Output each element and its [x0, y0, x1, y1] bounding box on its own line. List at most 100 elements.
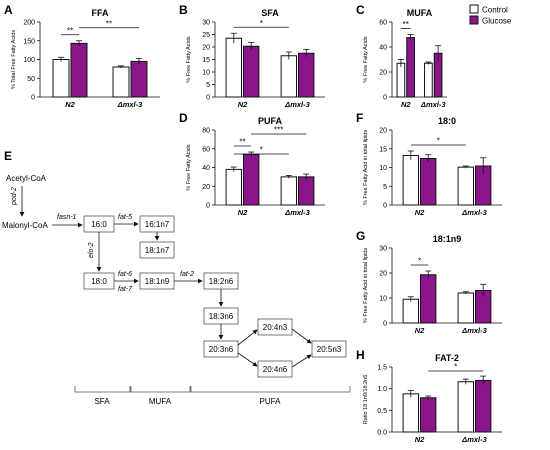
y-tick-label-d-3: 60 [202, 146, 210, 153]
y-tick-label-h-1: 0.5 [377, 408, 387, 415]
bar-b-control-1 [280, 55, 298, 98]
x-tick-label-h-1: Δmxl-3 [461, 435, 487, 444]
bar-f-control-1 [457, 166, 475, 206]
y-tick-label-a-2: 100 [23, 57, 35, 64]
bar-d-control-1 [280, 176, 298, 206]
legend-swatch-glucose [469, 15, 479, 25]
y-tick-label-d-4: 80 [202, 128, 210, 135]
node-20-4n3-label: 20:4n3 [263, 323, 288, 332]
arrow-20-4n6-20-5n3 [291, 354, 312, 368]
y-axis-label-b: % Free Fatty Acids [186, 36, 192, 82]
sig-label-c-0: ** [403, 20, 409, 29]
y-tick-label-g-0: 0 [383, 321, 387, 328]
panel-title-d: PUFA [258, 116, 283, 126]
node-20-4n6 [257, 360, 293, 378]
bar-h-control-0 [402, 393, 420, 433]
bar-a-glucose-0 [70, 42, 88, 98]
panel-a: A FFA % Total Free Fatty Acids 0 50 100 150 200… [4, 3, 160, 109]
y-tick-label-f-2: 10 [379, 165, 387, 172]
sig-label-d-2: *** [274, 126, 283, 135]
y-tick-label-d-2: 40 [202, 165, 210, 172]
y-tick-label-g-2: 20 [379, 271, 387, 278]
legend-swatch-control [469, 4, 479, 14]
y-tick-label-f-1: 5 [383, 184, 387, 191]
panel-title-c: MUFA [407, 8, 433, 18]
x-tick-label-a-1: Δmxl-3 [117, 100, 143, 109]
panel-f: F 18:0 % Free Fatty Acid in total lipids 0 5… [356, 111, 502, 217]
y-tick-label-a-1: 50 [27, 76, 35, 83]
arrow-20-3n6-20-4n6 [237, 352, 258, 367]
panel-letter-a: A [4, 3, 13, 17]
panel-letter-c: C [356, 3, 365, 17]
y-tick-label-f-3: 15 [379, 146, 387, 153]
x-tick-label-g-0: N2 [415, 326, 425, 335]
enzyme-fat-5: fat-5 [118, 214, 132, 221]
y-tick-label-f-4: 20 [379, 128, 387, 135]
y-tick-label-c-3: 60 [379, 20, 387, 27]
y-axis-label-d: % Free Fatty Acids [186, 144, 192, 190]
panel-title-f: 18:0 [438, 116, 456, 126]
x-tick-label-d-1: Δmxl-3 [284, 208, 310, 217]
sig-label-f-0: * [437, 137, 440, 146]
acetyl-coa-label: Acetyl-CoA [6, 174, 47, 183]
y-axis-label-g: % Free Fatty Acid in total lipids [363, 248, 369, 323]
enzyme-fat-6: fat-6 [118, 271, 132, 278]
legend: Control Glucose [469, 4, 512, 26]
y-tick-label-f-0: 0 [383, 203, 387, 210]
sig-label-b-0: * [260, 19, 263, 28]
node-18-1n7-label: 18:1n7 [145, 246, 170, 255]
bar-a-control-1 [112, 66, 130, 98]
arrow-20-3n6-20-4n3 [237, 329, 258, 346]
y-tick-label-h-2: 1.0 [377, 386, 387, 393]
bar-c-control-0 [396, 62, 406, 98]
panel-letter-d: D [179, 111, 188, 125]
y-tick-label-h-3: 1.5 [377, 365, 387, 372]
bar-h-glucose-1 [475, 379, 492, 433]
x-tick-label-f-0: N2 [415, 208, 425, 217]
node-18-0-label: 18:0 [91, 277, 107, 286]
arrow-20-4n3-20-5n3 [291, 328, 312, 344]
node-16-1n7-label: 16:1n7 [145, 220, 170, 229]
bar-b-control-0 [225, 37, 243, 98]
panel-letter-h: H [356, 348, 365, 362]
y-tick-label-b-0: 0 [206, 95, 210, 102]
node-18-2n6-label: 18:2n6 [209, 277, 234, 286]
bar-h-control-1 [457, 381, 475, 433]
y-tick-label-a-0: 0 [31, 95, 35, 102]
bar-g-control-1 [457, 292, 475, 324]
y-tick-label-c-2: 40 [379, 45, 387, 52]
node-18-1n9-label: 18:1n9 [145, 277, 170, 286]
bar-b-glucose-1 [298, 52, 315, 98]
enzyme-fasn-1: fasn-1 [57, 214, 77, 221]
bar-b-glucose-0 [243, 45, 260, 98]
panel-d: D PUFA % Free Fatty Acids 0 20 40 60 80 N2 Δmxl-3… [179, 111, 325, 217]
y-tick-label-h-0: 0.0 [377, 430, 387, 437]
panel-h: H FAT-2 Ratio 18:1n9/18:2n6 0.0 0.5 1.0 1.5 N2 Δ… [356, 348, 502, 444]
legend-label-control: Control [482, 6, 508, 15]
panel-letter-E: E [4, 149, 12, 163]
bar-a-control-0 [52, 59, 70, 98]
bar-chart-panels: A FFA% Total Free Fatty Acids050100150200… [4, 3, 502, 444]
y-tick-label-b-2: 10 [202, 70, 210, 77]
y-tick-label-b-3: 15 [202, 57, 210, 64]
legend-label-glucose: Glucose [482, 17, 512, 26]
malonyl-coa-label: Malonyl-CoA [2, 221, 48, 230]
y-axis-label-h: Ratio 18:1n9/18:2n6 [363, 375, 369, 425]
panel-b: B SFA % Free Fatty Acids 0 5 10 15 20 25 30 N2 Δmxl… [179, 3, 325, 109]
node-20-4n6-label: 20:4n6 [263, 365, 288, 374]
y-tick-label-g-1: 10 [379, 296, 387, 303]
bracket-mufa [130, 386, 191, 393]
bracket-pufa [190, 386, 351, 393]
category-sfa-label: SFA [94, 397, 110, 406]
y-tick-label-d-1: 20 [202, 184, 210, 191]
panel-letter-g: G [356, 229, 365, 243]
enzyme-pod-2: pod-2 [11, 187, 18, 206]
panel-letter-f: F [356, 111, 363, 125]
category-brackets [74, 386, 351, 393]
pathway-diagram: E Acetyl-CoA pod-2 Malonyl-CoA fasn-1 16… [2, 149, 351, 406]
x-tick-label-b-0: N2 [238, 100, 248, 109]
node-20-5n3 [311, 340, 347, 358]
node-20-3n6 [203, 340, 239, 358]
enzyme-fat-2: fat-2 [180, 271, 194, 278]
